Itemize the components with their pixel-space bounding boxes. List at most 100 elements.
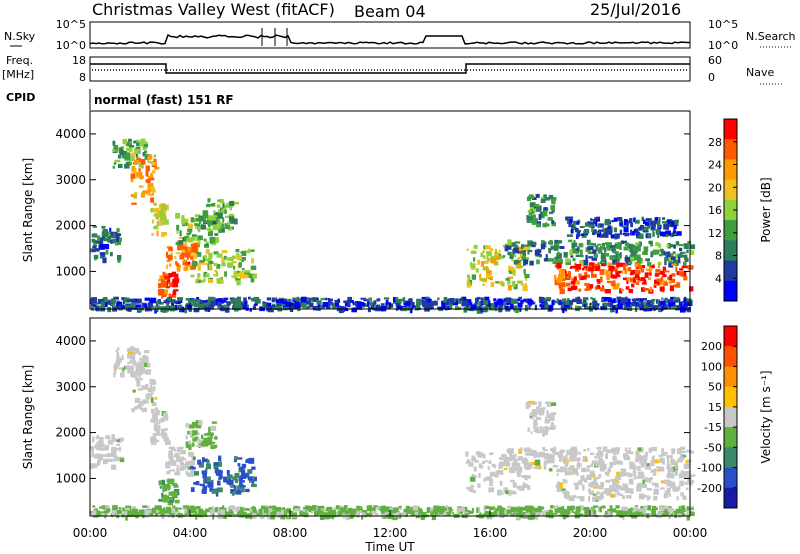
data-cell (117, 255, 122, 261)
data-cell (618, 493, 623, 497)
data-cell (163, 484, 170, 489)
data-cell (654, 482, 659, 488)
data-cell (634, 263, 639, 268)
data-cell (593, 482, 599, 488)
data-cell (258, 508, 263, 514)
data-cell (192, 430, 198, 436)
data-cell (524, 466, 531, 470)
data-cell (570, 228, 574, 234)
data-cell (639, 447, 644, 452)
data-cell (652, 229, 655, 233)
data-cell (306, 297, 310, 302)
data-cell (508, 489, 512, 496)
data-cell (155, 300, 160, 304)
data-cell (641, 282, 647, 285)
data-cell (203, 306, 207, 310)
data-cell (648, 301, 655, 305)
data-cell (518, 486, 525, 491)
data-cell (470, 484, 474, 489)
data-cell (530, 461, 536, 466)
data-cell (540, 243, 546, 250)
data-cell (617, 255, 621, 260)
data-cell (216, 487, 223, 493)
data-cell (636, 257, 643, 264)
colorbar-segment (724, 179, 737, 201)
data-cell (594, 496, 599, 502)
data-cell (205, 468, 208, 471)
data-cell (175, 301, 181, 304)
data-cell (131, 202, 137, 205)
data-cell (497, 505, 502, 510)
data-cell (190, 508, 196, 513)
data-cell-group (555, 469, 696, 502)
data-cell (231, 511, 234, 515)
data-cell (178, 240, 183, 245)
colorbar-segment (724, 406, 737, 428)
data-cell (448, 507, 452, 513)
data-cell (536, 206, 541, 212)
data-cell (294, 301, 300, 306)
data-cell (564, 462, 569, 467)
data-cell (241, 302, 245, 306)
data-cell (468, 304, 472, 309)
data-cell (171, 496, 178, 499)
data-cell (525, 458, 528, 462)
data-cell (418, 299, 422, 304)
data-cell (189, 430, 193, 434)
data-cell (167, 478, 174, 482)
data-cell (669, 253, 674, 259)
data-cell (352, 301, 356, 306)
data-cell (590, 243, 596, 247)
data-cell (673, 221, 679, 227)
data-cell (145, 170, 149, 177)
data-cell (215, 217, 219, 224)
data-cell (580, 506, 584, 511)
data-cell (188, 237, 193, 243)
data-cell (630, 222, 633, 228)
data-cell (118, 437, 124, 441)
data-cell (265, 304, 269, 308)
data-cell (534, 459, 541, 466)
data-cell (202, 440, 206, 445)
data-cell (175, 261, 178, 265)
data-cell (324, 297, 328, 301)
data-cell (639, 461, 643, 465)
data-cell (563, 509, 570, 513)
data-cell (131, 408, 135, 413)
data-cell (444, 305, 448, 311)
data-cell (683, 261, 687, 268)
data-cell (545, 416, 548, 420)
data-cell (664, 505, 669, 510)
data-cell (620, 468, 627, 475)
data-cell (652, 473, 657, 476)
data-cell (514, 467, 520, 470)
data-cell (524, 245, 530, 252)
data-cell (625, 455, 629, 460)
data-cell (210, 445, 216, 450)
nsearch-tick-top: 10^5 (708, 18, 738, 31)
data-cell (612, 280, 616, 287)
data-cell (236, 509, 240, 512)
data-cell (144, 512, 150, 517)
freq-panel: Freq. [MHz] 18 8 60 0 Nave (2, 54, 784, 85)
data-cell (226, 470, 230, 476)
data-cell (437, 297, 440, 301)
data-cell (670, 244, 674, 248)
data-cell (145, 372, 151, 375)
data-cell (532, 197, 537, 200)
data-cell (185, 239, 187, 243)
data-cell (386, 304, 389, 309)
colorbar-tick-label: 12 (708, 227, 722, 240)
data-cell (185, 423, 190, 428)
data-cell (590, 218, 593, 221)
x-tick-label: 20:00 (573, 526, 608, 540)
data-cell (184, 261, 191, 266)
data-cell (620, 461, 623, 465)
data-cell (197, 265, 201, 271)
data-cell (605, 456, 608, 460)
data-cell (319, 514, 325, 520)
data-cell (155, 430, 159, 434)
data-cell (127, 142, 132, 147)
data-cell (187, 472, 191, 477)
data-cell (648, 240, 652, 245)
